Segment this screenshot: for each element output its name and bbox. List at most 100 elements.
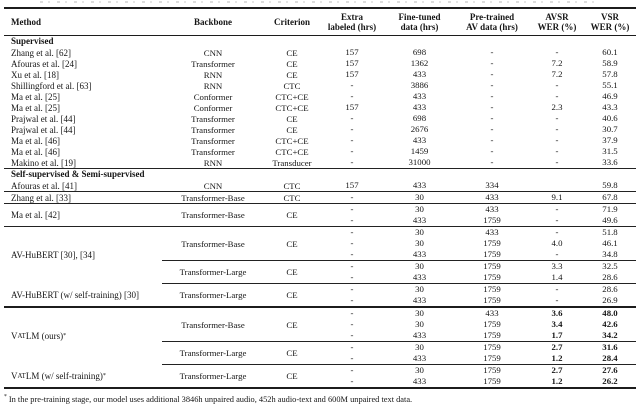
table-subgroup: Transformer-Large CE - 30 1759 2.7 27.6 - 433 175…	[162, 365, 636, 387]
extra-labeled-cell: 157	[345, 58, 359, 68]
pre-trained-cell: 1759	[483, 249, 501, 259]
table-row: - 433 1759 - 34.8	[320, 249, 636, 260]
avsr-wer-cell: -	[555, 146, 559, 156]
avsr-wer-cell: 3.4	[551, 319, 563, 329]
table-row: - 433 1759 1.2 28.4	[320, 353, 636, 364]
fine-tuned-cell: 433	[412, 272, 427, 282]
backbone-cell: Transformer-Base	[181, 238, 245, 249]
fine-tuned-cell: 433	[412, 376, 427, 386]
subgroup-rows: -30 433-51.8-30 1759 4.0 46.1-433 1759-34.8	[320, 227, 636, 260]
criterion-cell: CE	[286, 267, 298, 277]
pre-trained-cell: -	[490, 146, 494, 156]
table-subgroup: CNN CE 157 698 - - 60.1	[162, 47, 636, 58]
group-separator-rule	[4, 226, 636, 227]
avsr-wer-cell: 3.3	[551, 261, 563, 271]
table-group: V AT LM (ours) * Transformer-Base CE -30 433 3.6…	[4, 308, 636, 364]
fine-tuned-cell: 433	[412, 330, 427, 340]
method-text: V	[11, 331, 18, 341]
col-header-criterion: Criterion	[274, 16, 310, 27]
method-cell: Xu et al. [18]	[11, 69, 59, 80]
vsr-wer-cell: 46.9	[602, 91, 618, 101]
extra-labeled-cell: -	[350, 261, 354, 271]
section-header-row: Supervised	[11, 36, 54, 46]
backbone-cell: Conformer	[193, 102, 233, 113]
table-group: Afouras et al. [24] Transformer CE 157 1362 -…	[4, 58, 636, 69]
extra-labeled-cell: -	[350, 353, 354, 363]
subgroup-rows: -30 433 3.6 48.0-30 1759 3.4 42.6-433 1759 1.7 34…	[320, 308, 636, 341]
fine-tuned-cell: 433	[412, 249, 427, 259]
table-subgroup: Transformer CE - 2676 - - 30.7	[162, 124, 636, 135]
backbone-cell: Transformer-Large	[179, 371, 247, 381]
avsr-wer-cell: 1.7	[551, 330, 563, 340]
table-subgroup: Conformer CTC+CE - 433 - - 46.9	[162, 91, 636, 102]
table-row: - 433 1759 - 49.6	[320, 215, 636, 226]
pre-trained-cell: 1759	[483, 238, 501, 248]
group-subrows: Transformer CTC+CE - 1459 - - 31.5	[162, 146, 636, 157]
backbone-cell: RNN	[203, 69, 223, 80]
fine-tuned-cell: 3886	[410, 80, 429, 90]
extra-labeled-cell: -	[350, 204, 354, 214]
table-subgroup: Transformer CE 157 1362 - 7.2 58.9	[162, 58, 636, 69]
subgroup-rows: 157 698 - - 60.1	[320, 47, 636, 58]
method-text: AT	[17, 372, 26, 380]
avsr-wer-cell: 7.2	[551, 69, 563, 79]
group-subrows: Conformer CTC+CE - 433 - - 46.9	[162, 91, 636, 102]
col-header-line: Extra	[341, 11, 363, 22]
vsr-wer-cell: 32.5	[602, 261, 618, 271]
method-cell: AV-HuBERT [30], [34]	[11, 250, 96, 260]
table-group: Shillingford et al. [63] RNN CTC - 3886 - - 55.…	[4, 80, 636, 91]
vsr-wer-cell: 28.6	[602, 272, 618, 282]
avsr-wer-cell: -	[555, 113, 559, 123]
pre-trained-cell: -	[490, 47, 494, 57]
vsr-wer-cell: 37.9	[602, 135, 618, 145]
col-header-line: AVSR	[545, 11, 569, 22]
table-row: - 30 1759 2.7 31.6	[320, 342, 636, 353]
pre-trained-cell: 1759	[483, 295, 501, 305]
col-header-line: Fine-tuned	[398, 11, 441, 22]
criterion-cell: CE	[286, 348, 298, 358]
table-subgroup: Transformer-Large CE - 30 1759 3.3 32.5 - 433 175…	[162, 260, 636, 283]
vsr-wer-cell: 58.9	[602, 58, 618, 68]
pre-trained-cell: 1759	[483, 215, 501, 225]
fine-tuned-cell: 1362	[410, 58, 429, 68]
vsr-wer-cell: 49.6	[602, 215, 618, 225]
table-row: - 30 1759 3.3 32.5	[320, 261, 636, 272]
col-header-avsr-wer: AVSR WER (%)	[529, 12, 585, 33]
fine-tuned-cell: 433	[412, 215, 427, 225]
extra-labeled-cell: -	[350, 227, 354, 237]
table-subgroup: Transformer CTC+CE - 1459 - - 31.5	[162, 146, 636, 157]
table-row: - 433 - - 37.9	[320, 135, 636, 146]
table-subgroup: Transformer CE - 698 - - 40.6	[162, 113, 636, 124]
group-subrows: RNN Transducer - 31000 - - 33.6	[162, 157, 636, 168]
method-cell: Ma et al. [42]	[11, 210, 60, 220]
section-header-row: Self-supervised & Semi-supervised	[11, 169, 145, 179]
method-text: LM (w/ self-training)	[25, 371, 103, 381]
pre-trained-cell: -	[490, 113, 494, 123]
fine-tuned-cell: 433	[412, 135, 427, 145]
table-row: 157 433 334 59.8	[320, 180, 636, 191]
group-subrows: Transformer-Base CE -30 433-51.8-30 1759 4.0 4…	[162, 227, 636, 283]
extra-labeled-cell: -	[350, 308, 354, 318]
subgroup-rows: - 30 433 9.1 67.8	[320, 192, 636, 203]
table-header-row: Method Backbone Criterion Extra labeled …	[4, 9, 636, 35]
col-header-fine-tuned: Fine-tuned data (hrs)	[384, 12, 455, 33]
table-row: 157 433 - 2.3 43.3	[320, 102, 636, 113]
vsr-wer-cell: 57.8	[602, 69, 618, 79]
vsr-wer-cell: 59.8	[602, 180, 618, 190]
table-row: - 30 1759 - 28.6	[320, 284, 636, 295]
vsr-wer-cell: 27.6	[602, 365, 618, 375]
group-separator-rule	[4, 168, 636, 169]
backbone-cell: RNN	[203, 157, 223, 168]
pre-trained-cell: 1759	[483, 319, 501, 329]
extra-labeled-cell: -	[350, 319, 354, 329]
group-separator-rule	[4, 306, 636, 308]
method-cell: Shillingford et al. [63]	[11, 80, 92, 91]
fine-tuned-cell: 433	[412, 91, 427, 101]
col-header-method: Method	[11, 16, 41, 27]
extra-labeled-cell: -	[350, 249, 354, 259]
group-separator-partial	[4, 283, 636, 284]
table-group: Xu et al. [18] RNN CE 157 433 - 7.2 57.8	[4, 69, 636, 80]
criterion-cell: CTC	[283, 192, 301, 203]
extra-labeled-cell: -	[350, 146, 354, 156]
pre-trained-cell: 1759	[483, 342, 501, 352]
